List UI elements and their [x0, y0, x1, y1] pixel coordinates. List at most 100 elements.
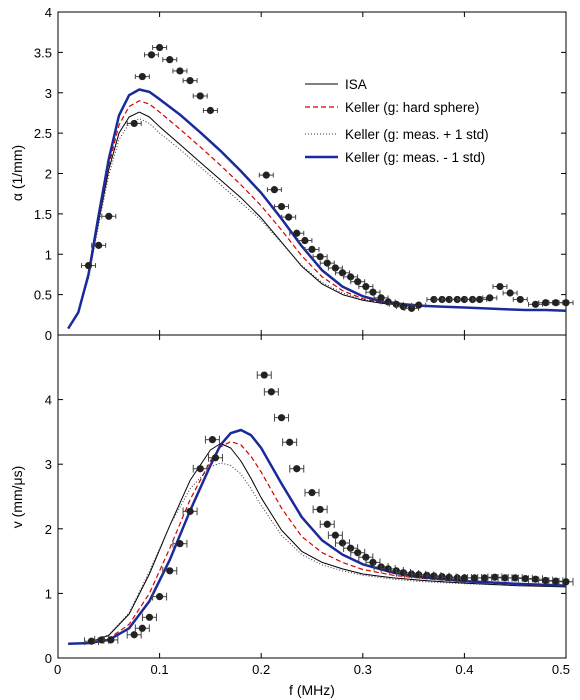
attenuation-data-point [502, 289, 518, 297]
velocity-data-point [312, 505, 328, 514]
legend: ISA Keller (g: hard sphere) Keller (g: m… [305, 77, 489, 165]
velocity-data-point [282, 438, 298, 447]
data-marker [176, 540, 184, 548]
data-marker [542, 299, 550, 307]
data-marker [415, 571, 423, 579]
data-marker [211, 454, 220, 462]
velocity-data-point [141, 613, 157, 622]
velocity-data-point [134, 624, 150, 633]
data-marker [285, 213, 293, 221]
velocity-ticks-group: 0 1 2 3 4 0 0.1 0.2 0.3 0.4 0.5 [45, 335, 570, 677]
legend-label-meas-minus: Keller (g: meas. - 1 std) [345, 150, 485, 165]
x-tick-label: 0.3 [354, 662, 372, 677]
attenuation-y-tick-label: 1.5 [34, 207, 52, 222]
data-marker [430, 295, 438, 304]
data-marker [206, 106, 214, 115]
attenuation-data-point [334, 269, 350, 277]
data-marker [542, 576, 550, 585]
velocity-data-point [517, 574, 533, 583]
data-marker [460, 574, 468, 582]
attenuation-data-point [558, 299, 574, 307]
data-marker [277, 414, 286, 422]
velocity-keller-meas-plus-line [68, 462, 567, 645]
attenuation-data-point [512, 295, 528, 304]
data-marker [316, 253, 324, 261]
x-tick-label: 0.1 [151, 662, 169, 677]
attenuation-data-point [358, 282, 374, 291]
attenuation-panel: 0 0.5 1 1.5 2 2.5 3 3.5 4 α (1/mm) ISA Keller (g… [9, 5, 574, 343]
attenuation-ticks-group: 0 0.5 1 1.5 2 2.5 3 3.5 4 [34, 5, 567, 343]
data-marker [369, 558, 377, 566]
data-marker [496, 282, 504, 291]
data-marker [260, 371, 268, 379]
x-tick-label: 0.4 [455, 662, 473, 677]
attenuation-y-tick-label: 3.5 [34, 45, 52, 60]
attenuation-data-point [91, 241, 107, 249]
data-marker [460, 295, 468, 304]
data-marker [186, 507, 194, 515]
data-marker [399, 303, 408, 311]
data-marker [415, 301, 423, 309]
attenuation-data-point [152, 43, 168, 52]
data-marker [476, 295, 484, 304]
velocity-data-point [172, 539, 188, 548]
data-marker [138, 624, 146, 632]
data-marker [377, 294, 385, 302]
velocity-data-point [192, 464, 208, 473]
data-marker [105, 212, 113, 220]
attenuation-data-point [202, 106, 218, 115]
data-marker [511, 574, 519, 582]
data-marker [138, 73, 146, 81]
velocity-data-point [182, 507, 198, 516]
velocity-data-point [558, 577, 574, 586]
attenuation-y-tick-label: 4 [45, 5, 52, 20]
attenuation-data-point [258, 171, 274, 179]
velocity-y-tick-label: 1 [45, 586, 52, 601]
attenuation-data-point [482, 294, 498, 302]
velocity-data-point [319, 520, 335, 529]
data-marker [481, 574, 489, 582]
data-marker [369, 288, 377, 296]
data-marker [531, 575, 540, 583]
data-marker [316, 505, 324, 514]
attenuation-data-point [312, 253, 328, 261]
attenuation-keller-hard-sphere-line [67, 100, 567, 329]
attenuation-y-tick-label: 0 [45, 328, 52, 343]
velocity-data-point [528, 575, 544, 584]
data-marker [301, 236, 309, 245]
x-axis-label: f (MHz) [289, 682, 335, 698]
legend-label-hard-sphere: Keller (g: hard sphere) [345, 100, 479, 115]
attenuation-data-point [172, 67, 188, 75]
data-marker [87, 637, 96, 645]
velocity-data-point [304, 488, 320, 497]
velocity-isa-line [68, 443, 567, 645]
data-marker [362, 282, 370, 291]
attenuation-y-tick-label: 0.5 [34, 288, 52, 303]
data-marker [323, 520, 331, 528]
data-marker [384, 298, 392, 306]
data-marker [562, 578, 570, 586]
data-marker [445, 295, 453, 304]
velocity-data-point [289, 464, 305, 473]
attenuation-data-point [289, 229, 305, 237]
data-marker [130, 631, 138, 639]
attenuation-data-point [143, 51, 159, 59]
data-marker [331, 264, 339, 272]
attenuation-series-group [67, 43, 574, 330]
data-marker [323, 259, 331, 267]
data-marker [531, 300, 540, 308]
data-marker [262, 171, 270, 179]
attenuation-data-point [266, 186, 282, 194]
data-marker [277, 203, 286, 211]
data-marker [562, 299, 570, 307]
attenuation-data-point [192, 92, 208, 100]
x-tick-label: 0 [54, 662, 61, 677]
velocity-keller-hard-sphere-line [68, 441, 567, 645]
data-marker [186, 77, 194, 85]
data-marker [156, 593, 164, 601]
legend-label-isa: ISA [345, 77, 367, 92]
attenuation-y-tick-label: 2.5 [34, 126, 52, 141]
data-marker [293, 229, 301, 237]
data-marker [166, 56, 174, 64]
